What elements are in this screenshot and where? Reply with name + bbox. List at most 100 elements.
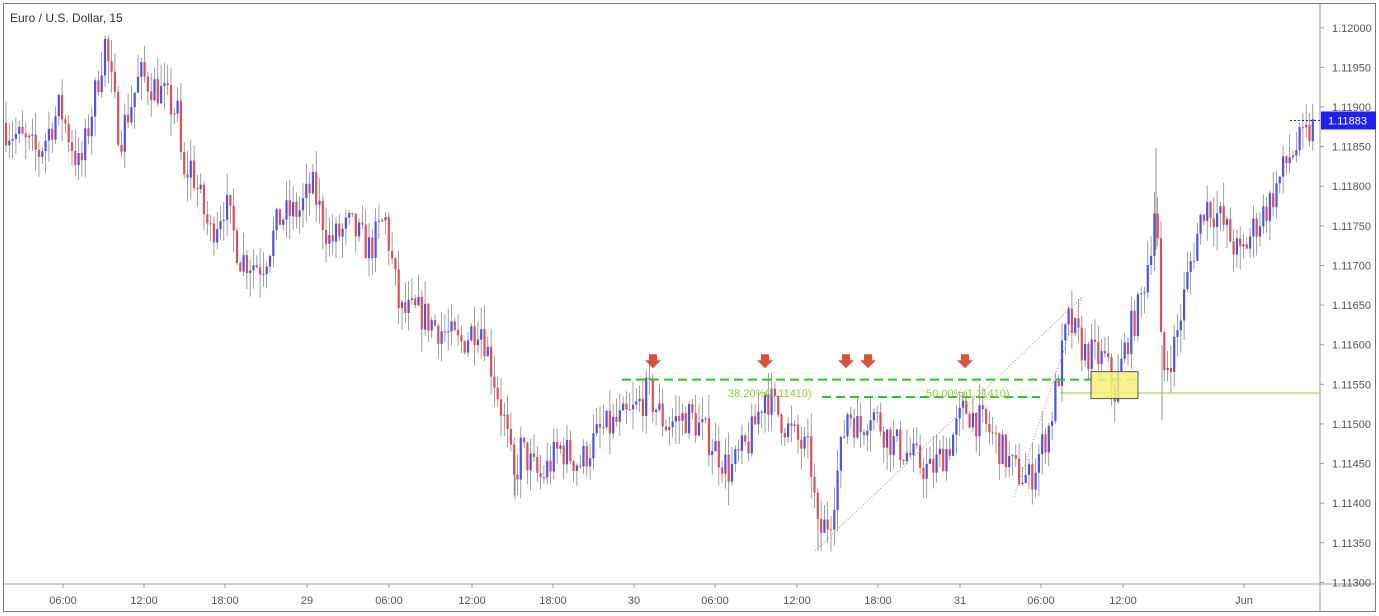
candle-up — [1305, 125, 1308, 128]
candle-up — [1258, 226, 1262, 237]
entry-zone-box — [1090, 371, 1139, 400]
candle-up — [1311, 119, 1314, 142]
candle-down — [351, 213, 354, 215]
candle-down — [150, 91, 153, 101]
down-arrow-icon — [757, 354, 773, 369]
candle-down — [21, 126, 24, 134]
y-tick-label: 1.12000 — [1332, 23, 1372, 35]
candle-up — [823, 519, 826, 533]
candle-up — [711, 451, 714, 455]
candle-up — [529, 453, 532, 471]
candle-up — [1196, 233, 1199, 261]
candle-down — [288, 200, 291, 217]
candle-up — [552, 441, 555, 472]
candle-down — [107, 38, 110, 62]
candle-up — [1291, 155, 1295, 158]
candle-up — [311, 172, 314, 194]
candle-up — [1176, 330, 1179, 337]
candle-up — [1173, 336, 1176, 373]
candle-down — [397, 269, 400, 309]
candle-up — [1262, 206, 1265, 227]
candle-down — [562, 445, 565, 465]
candle-up — [971, 412, 974, 428]
candle-up — [1047, 425, 1050, 453]
candle-up — [803, 436, 806, 449]
candle-up — [1067, 308, 1070, 325]
candle-up — [763, 394, 767, 413]
candle-down — [691, 404, 694, 413]
last-price-badge — [1321, 111, 1376, 130]
candle-up — [892, 436, 895, 455]
fib-label-500: 50.00%(1.11410) — [926, 388, 1010, 400]
candle-up — [605, 410, 608, 428]
candle-up — [1268, 193, 1271, 221]
candle-up — [381, 220, 384, 222]
candle-down — [361, 222, 364, 225]
candle-up — [450, 321, 453, 332]
down-arrow-icon — [645, 354, 661, 369]
candle-down — [783, 433, 786, 438]
candle-down — [694, 412, 697, 436]
candle-up — [328, 235, 331, 244]
candle-down — [212, 223, 215, 243]
x-tick-label: 30 — [628, 595, 640, 607]
candle-up — [1084, 343, 1087, 361]
candle-up — [701, 419, 704, 423]
candle-down — [549, 460, 552, 472]
x-tick-label: 12:00 — [130, 595, 158, 607]
candle-down — [74, 151, 77, 166]
candle-up — [612, 416, 615, 434]
candle-up — [655, 409, 658, 412]
candle-up — [77, 153, 80, 166]
candle-down — [985, 409, 988, 424]
candle-up — [176, 100, 179, 114]
candle-up — [160, 85, 163, 104]
candle-up — [575, 465, 578, 471]
candle-up — [377, 220, 380, 222]
candle-down — [968, 413, 971, 428]
candle-up — [519, 437, 522, 480]
candle-up — [843, 436, 846, 438]
candle-down — [1103, 351, 1106, 354]
candle-up — [582, 445, 585, 467]
candle-down — [1209, 202, 1212, 219]
candle-up — [697, 422, 701, 436]
candle-up — [856, 415, 859, 438]
candle-up — [1235, 238, 1238, 255]
candle-down — [820, 518, 823, 533]
candle-down — [1018, 458, 1021, 485]
candle-up — [242, 255, 245, 272]
candle-up — [559, 445, 562, 449]
candle-down — [67, 123, 70, 143]
candle-up — [787, 423, 790, 438]
candle-down — [760, 411, 763, 413]
candle-up — [466, 340, 470, 353]
candle-up — [14, 133, 17, 139]
x-tick-label: 12:00 — [1109, 595, 1137, 607]
candle-up — [757, 411, 760, 425]
candle-down — [331, 235, 334, 242]
chart-frame — [3, 3, 1376, 612]
candle-up — [1060, 340, 1064, 386]
candle-up — [730, 464, 734, 482]
candle-up — [123, 114, 126, 152]
candle-up — [671, 421, 674, 428]
candle-up — [440, 331, 443, 344]
candle-up — [140, 62, 143, 77]
candle-up — [189, 160, 192, 178]
candle-up — [1183, 289, 1186, 321]
candle-up — [1100, 351, 1103, 364]
candle-down — [862, 432, 866, 436]
candle-up — [410, 298, 413, 300]
candle-down — [1308, 125, 1311, 142]
candle-down — [371, 237, 374, 259]
candle-down — [37, 149, 41, 157]
candle-up — [384, 217, 387, 221]
candle-down — [490, 346, 493, 377]
candle-up — [912, 443, 915, 456]
candle-down — [259, 267, 262, 275]
x-tick-label: 12:00 — [458, 595, 486, 607]
candle-up — [1008, 456, 1011, 468]
candle-up — [1136, 294, 1139, 336]
